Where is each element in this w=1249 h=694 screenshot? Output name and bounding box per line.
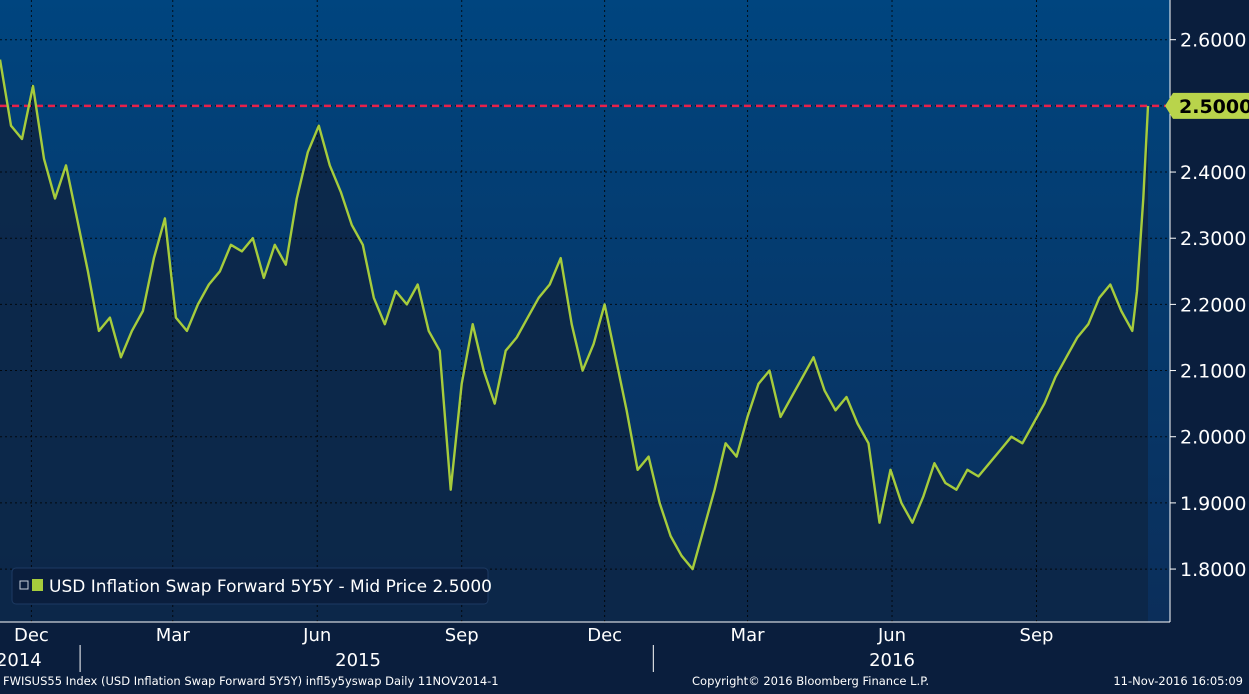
x-tick-label: Dec bbox=[587, 625, 622, 646]
footer-left: FWISUS55 Index (USD Inflation Swap Forwa… bbox=[3, 674, 499, 688]
x-tick-label: Mar bbox=[156, 625, 191, 646]
x-tick-label: Sep bbox=[1020, 625, 1054, 646]
area-layer bbox=[0, 59, 1148, 623]
y-tick-label: 2.2000 bbox=[1180, 294, 1246, 316]
x-year-label: 2016 bbox=[869, 650, 915, 671]
legend[interactable]: USD Inflation Swap Forward 5Y5Y - Mid Pr… bbox=[11, 567, 492, 605]
last-value-label: 2.5000 bbox=[1179, 96, 1249, 118]
x-tick-label: Jun bbox=[302, 625, 331, 646]
legend-box bbox=[11, 567, 489, 605]
y-tick-label: 2.3000 bbox=[1180, 228, 1246, 250]
x-year-label: 2015 bbox=[335, 650, 381, 671]
y-tick-label: 1.8000 bbox=[1180, 559, 1246, 581]
series-line bbox=[0, 59, 1150, 571]
legend-swatch bbox=[32, 579, 43, 591]
x-tick-label: Jun bbox=[877, 625, 906, 646]
y-tick-label: 2.1000 bbox=[1180, 361, 1246, 383]
footer-timestamp: 11-Nov-2016 16:05:09 bbox=[1113, 674, 1243, 688]
y-tick-label: 2.0000 bbox=[1180, 427, 1246, 449]
x-axis: Dec Mar Jun Sep Dec Mar Jun Sep 2014 2015 2016 bbox=[0, 621, 1170, 672]
x-tick-label: Dec bbox=[14, 625, 49, 646]
y-tick-label: 1.9000 bbox=[1180, 493, 1246, 515]
x-year-label: 2014 bbox=[0, 650, 42, 671]
x-tick-label: Mar bbox=[731, 625, 766, 646]
legend-label: USD Inflation Swap Forward 5Y5Y - Mid Pr… bbox=[49, 577, 492, 597]
x-axis-panel bbox=[0, 622, 1249, 690]
x-tick-label: Sep bbox=[445, 625, 479, 646]
y-tick-label: 2.4000 bbox=[1180, 162, 1246, 184]
series-area bbox=[0, 59, 1148, 623]
series-line-layer bbox=[0, 59, 1150, 571]
y-tick-label: 2.6000 bbox=[1180, 30, 1246, 52]
last-value-tag bbox=[1165, 92, 1249, 119]
y-axis: 1.8000 1.9000 2.0000 2.1000 2.2000 2.3000 2.40… bbox=[1165, 0, 1249, 622]
legend-toggle-icon[interactable] bbox=[19, 580, 29, 590]
footer-copyright: Copyright© 2016 Bloomberg Finance L.P. bbox=[692, 674, 929, 688]
